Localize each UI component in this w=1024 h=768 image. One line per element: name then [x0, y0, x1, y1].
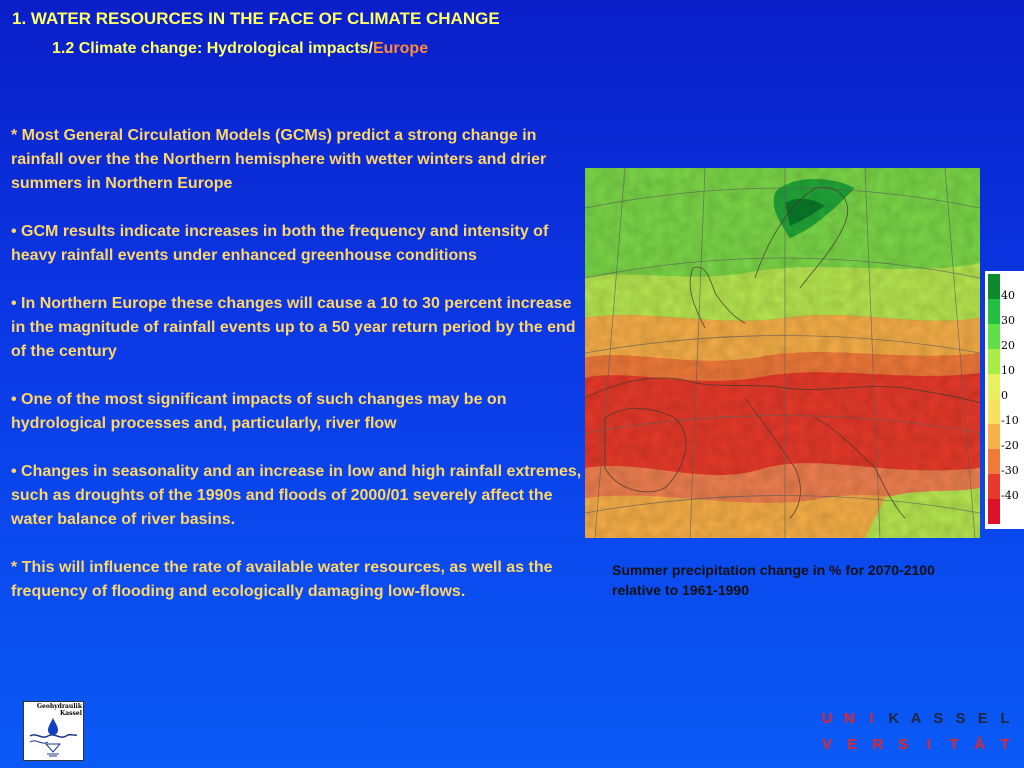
logo-letter: L: [1000, 710, 1010, 727]
logo-letter: S: [955, 710, 966, 727]
slide-title: 1. WATER RESOURCES IN THE FACE OF CLIMAT…: [12, 9, 500, 28]
subtitle-accent: Europe: [372, 40, 429, 57]
bullet-item: * This will influence the rate of availa…: [11, 559, 553, 600]
legend-label: -20: [1001, 439, 1019, 452]
legend-swatch: [988, 374, 1000, 399]
legend-label: 30: [1001, 314, 1015, 327]
logo-letter: U: [821, 710, 833, 727]
logo-row-1: U N I K A S S E L: [818, 710, 1014, 736]
logo-letter: A: [910, 710, 922, 727]
legend-swatch: [988, 499, 1000, 524]
legend-swatch: [988, 399, 1000, 424]
legend-label: -10: [1001, 414, 1019, 427]
logo-text: Geohydraulik Kassel: [36, 703, 82, 717]
geohydraulik-logo: Geohydraulik Kassel: [23, 701, 84, 761]
color-legend: 40 30 20 10 0 -10 -20 -30 -40: [985, 271, 1024, 529]
logo-letter: I: [869, 710, 874, 727]
legend-label: 20: [1001, 339, 1015, 352]
logo-letter: E: [847, 736, 858, 753]
bullet-item: • One of the most significant impacts of…: [11, 391, 507, 432]
legend-label: 40: [1001, 289, 1015, 302]
legend-swatch: [988, 474, 1000, 499]
legend-label: -30: [1001, 464, 1019, 477]
logo-letter: R: [872, 736, 884, 753]
bullet-item: * Most General Circulation Models (GCMs)…: [11, 127, 547, 192]
legend-label: 10: [1001, 364, 1015, 377]
logo-row-2: V E R S I T Ä T: [818, 736, 1014, 762]
legend-swatch: [988, 299, 1000, 324]
legend-swatch: [988, 274, 1000, 299]
legend-swatch: [988, 349, 1000, 374]
logo-letter: Ä: [974, 736, 985, 753]
bullet-item: • In Northern Europe these changes will …: [11, 295, 576, 360]
precipitation-map-image: [585, 168, 980, 538]
bullet-item: • GCM results indicate increases in both…: [11, 223, 549, 264]
bullet-item: • Changes in seasonality and an increase…: [11, 463, 582, 528]
bullet-list: * Most General Circulation Models (GCMs)…: [11, 124, 583, 628]
legend-swatch: [988, 424, 1000, 449]
logo-letter: V: [821, 736, 832, 753]
legend-swatch: [988, 324, 1000, 349]
legend-label: 0: [1001, 389, 1008, 402]
logo-letter: I: [926, 736, 931, 753]
logo-letter: K: [888, 710, 900, 727]
legend-swatch: [988, 449, 1000, 474]
map-caption: Summer precipitation change in % for 207…: [612, 562, 935, 598]
logo-letter: N: [843, 710, 855, 727]
legend-label: -40: [1001, 489, 1019, 502]
logo-letter: T: [1000, 736, 1010, 753]
logo-letter: T: [949, 736, 959, 753]
subtitle-main: 1.2 Climate change: Hydrological impacts…: [52, 40, 373, 57]
slide-subtitle: 1.2 Climate change: Hydrological impacts…: [52, 40, 428, 58]
water-drop-icon: [29, 718, 78, 757]
university-kassel-logo: U N I K A S S E L V E R S I T Ä T: [818, 710, 1014, 762]
logo-letter: E: [977, 710, 988, 727]
logo-letter: S: [933, 710, 944, 727]
precipitation-map: [585, 168, 980, 538]
legend-swatches: [988, 274, 1000, 524]
logo-letter: S: [898, 736, 909, 753]
